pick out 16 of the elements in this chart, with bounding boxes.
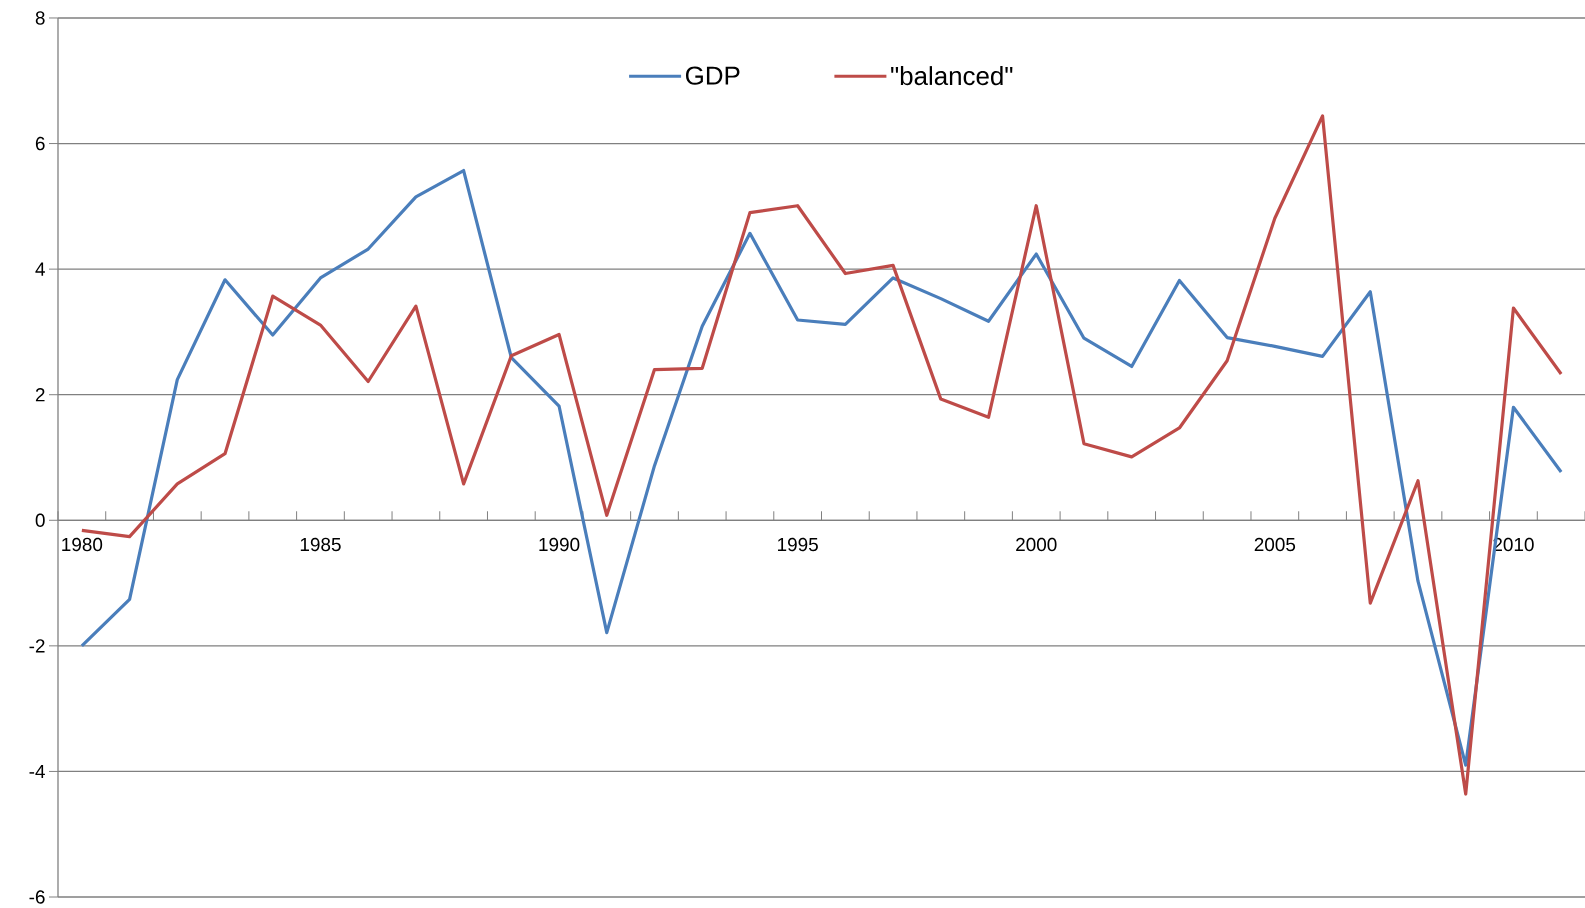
x-tick-label: 1990 — [539, 537, 580, 552]
x-tick-label: 1995 — [778, 537, 818, 552]
y-tick-label: 8 — [35, 11, 45, 25]
legend-label: GDP — [685, 66, 740, 85]
x-tick-label: 1980 — [62, 537, 103, 552]
x-tick-label: 2005 — [1254, 537, 1296, 552]
legend-label: "balanced" — [891, 66, 1013, 86]
y-tick-label: 4 — [35, 262, 45, 276]
y-tick-label: -2 — [29, 639, 45, 653]
y-tick-label: -4 — [29, 764, 45, 778]
y-tick-label: 0 — [35, 513, 45, 527]
y-tick-label: 2 — [35, 388, 45, 402]
x-tick-label: 2000 — [1016, 537, 1057, 552]
y-tick-label: -6 — [29, 890, 45, 904]
x-tick-label: 1985 — [300, 537, 341, 552]
y-tick-label: 6 — [35, 136, 45, 151]
